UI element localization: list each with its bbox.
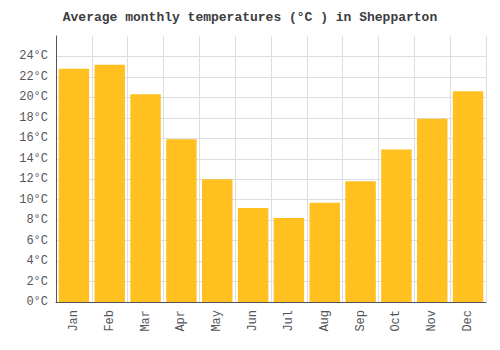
svg-text:Jul: Jul: [282, 310, 296, 332]
svg-text:Oct: Oct: [389, 310, 403, 332]
svg-text:12°C: 12°C: [19, 172, 48, 186]
svg-text:8°C: 8°C: [26, 213, 48, 227]
svg-text:Jun: Jun: [246, 310, 260, 332]
svg-text:2°C: 2°C: [26, 275, 48, 289]
svg-text:Sep: Sep: [354, 310, 368, 332]
svg-text:May: May: [210, 310, 224, 332]
svg-text:Aug: Aug: [318, 310, 332, 332]
svg-text:Feb: Feb: [103, 310, 117, 332]
svg-text:Nov: Nov: [425, 310, 439, 332]
svg-text:Jan: Jan: [67, 310, 81, 332]
svg-text:16°C: 16°C: [19, 131, 48, 145]
svg-text:4°C: 4°C: [26, 254, 48, 268]
svg-text:0°C: 0°C: [26, 295, 48, 309]
svg-text:14°C: 14°C: [19, 152, 48, 166]
svg-text:Dec: Dec: [461, 310, 475, 332]
svg-text:10°C: 10°C: [19, 193, 48, 207]
svg-text:22°C: 22°C: [19, 70, 48, 84]
svg-text:Apr: Apr: [174, 310, 188, 332]
svg-text:20°C: 20°C: [19, 90, 48, 104]
svg-text:6°C: 6°C: [26, 234, 48, 248]
svg-text:24°C: 24°C: [19, 49, 48, 63]
svg-text:Average monthly temperatures (: Average monthly temperatures (°C ) in Sh…: [63, 10, 438, 25]
svg-text:18°C: 18°C: [19, 111, 48, 125]
svg-text:Mar: Mar: [139, 310, 153, 332]
